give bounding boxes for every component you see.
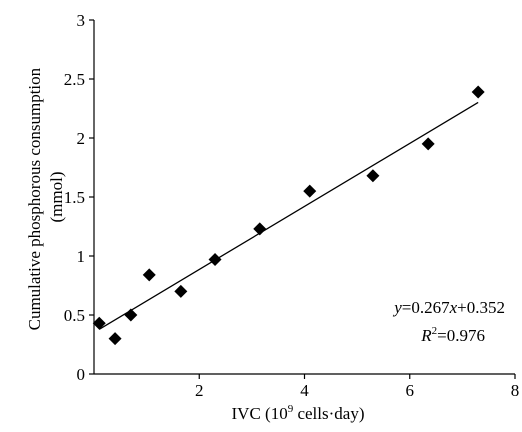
data-point <box>92 316 106 330</box>
x-tick-label: 2 <box>195 381 204 400</box>
data-point <box>471 85 485 99</box>
data-point <box>142 268 156 282</box>
x-axis-label: IVC (109 cells·day) <box>232 403 365 423</box>
y-axis-label-line2: (mmol) <box>47 172 66 223</box>
data-point <box>124 308 138 322</box>
y-tick-label: 1.5 <box>64 188 85 207</box>
data-point <box>253 222 267 236</box>
y-axis-label-line1: Cumulative phosphorous consumption <box>25 67 44 330</box>
data-point <box>108 332 122 346</box>
y-tick-label: 0.5 <box>64 306 85 325</box>
data-point <box>366 169 380 183</box>
y-tick-label: 0 <box>77 365 86 384</box>
ticks: 0 0.5 1 1.5 2 2.5 3 2 4 6 8 <box>64 11 520 400</box>
x-tick-label: 4 <box>300 381 309 400</box>
y-tick-label: 2 <box>77 129 86 148</box>
x-tick-label: 8 <box>511 381 520 400</box>
y-tick-label: 1 <box>77 247 86 266</box>
y-tick-label: 2.5 <box>64 70 85 89</box>
r-squared-label: R2=0.976 <box>420 325 485 345</box>
data-point <box>208 253 222 267</box>
regression-equation: y=0.267x+0.352 <box>392 298 505 317</box>
data-point <box>421 137 435 151</box>
data-point <box>174 284 188 298</box>
axes <box>93 20 515 375</box>
y-axis-label: Cumulative phosphorous consumption (mmol… <box>25 64 66 331</box>
y-tick-label: 3 <box>77 11 86 30</box>
trendline <box>98 101 479 330</box>
x-tick-label: 6 <box>406 381 415 400</box>
data-point <box>303 184 317 198</box>
plot-area <box>92 85 485 346</box>
